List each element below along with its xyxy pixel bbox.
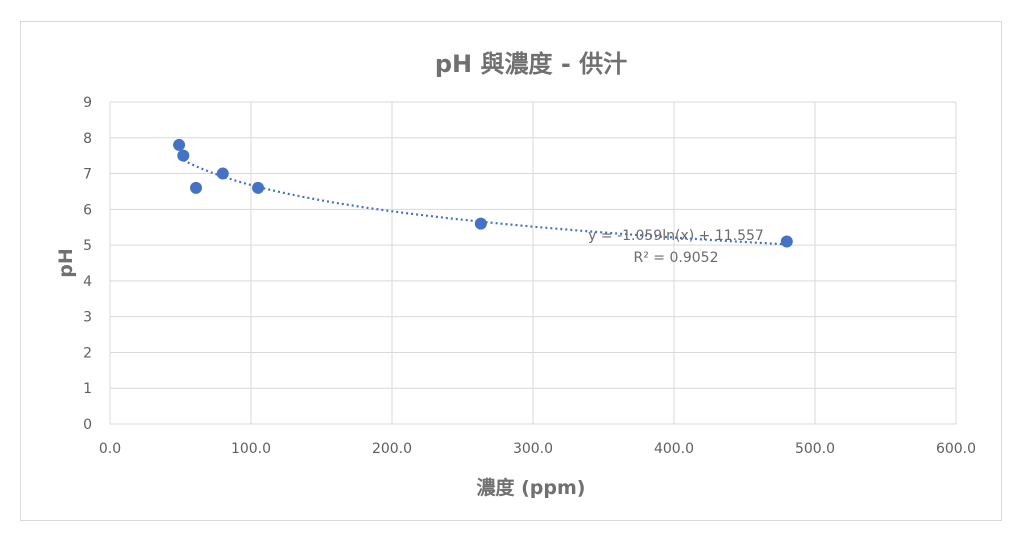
y-tick-label: 3 (83, 310, 92, 326)
data-point-6 (474, 217, 487, 230)
x-axis-title: 濃度 (ppm) (477, 476, 586, 499)
y-tick-label: 2 (83, 345, 92, 361)
x-tick-label: 400.0 (654, 441, 694, 457)
y-tick-label: 0 (83, 417, 92, 433)
x-tick-label: 200.0 (372, 441, 412, 457)
data-point-5 (252, 181, 265, 194)
x-tick-label: 100.0 (231, 441, 271, 457)
y-tick-label: 7 (83, 167, 92, 183)
y-axis-title: pH (55, 248, 77, 278)
y-tick-label: 5 (83, 238, 92, 254)
data-point-1 (173, 138, 186, 151)
x-tick-label: 500.0 (795, 441, 835, 457)
x-tick-label: 600.0 (936, 441, 976, 457)
trendline-r2: R² = 0.9052 (634, 250, 719, 266)
y-tick-label: 9 (83, 95, 92, 111)
x-tick-label: 300.0 (513, 441, 553, 457)
data-point-3 (190, 181, 203, 194)
y-tick-label: 8 (83, 131, 92, 147)
y-tick-label: 1 (83, 381, 92, 397)
data-points (173, 138, 793, 248)
x-tick-label: 0.0 (99, 441, 121, 457)
trendline (182, 159, 787, 246)
chart-title: pH 與濃度 - 供汁 (435, 50, 627, 78)
data-point-7 (780, 235, 793, 248)
data-point-2 (177, 149, 190, 162)
grid-lines (109, 101, 957, 425)
chart-frame (20, 21, 1002, 521)
y-tick-label: 6 (83, 202, 92, 218)
y-tick-label: 4 (83, 274, 92, 290)
data-point-4 (216, 167, 229, 180)
trendline-equation: y = -1.059ln(x) + 11.557 (588, 228, 764, 244)
trendline-layer (182, 159, 787, 246)
tick-labels: 0 1 2 3 4 5 6 7 8 9 0.0 100.0 200.0 300.0 400.0 500.0 60… (83, 95, 976, 457)
